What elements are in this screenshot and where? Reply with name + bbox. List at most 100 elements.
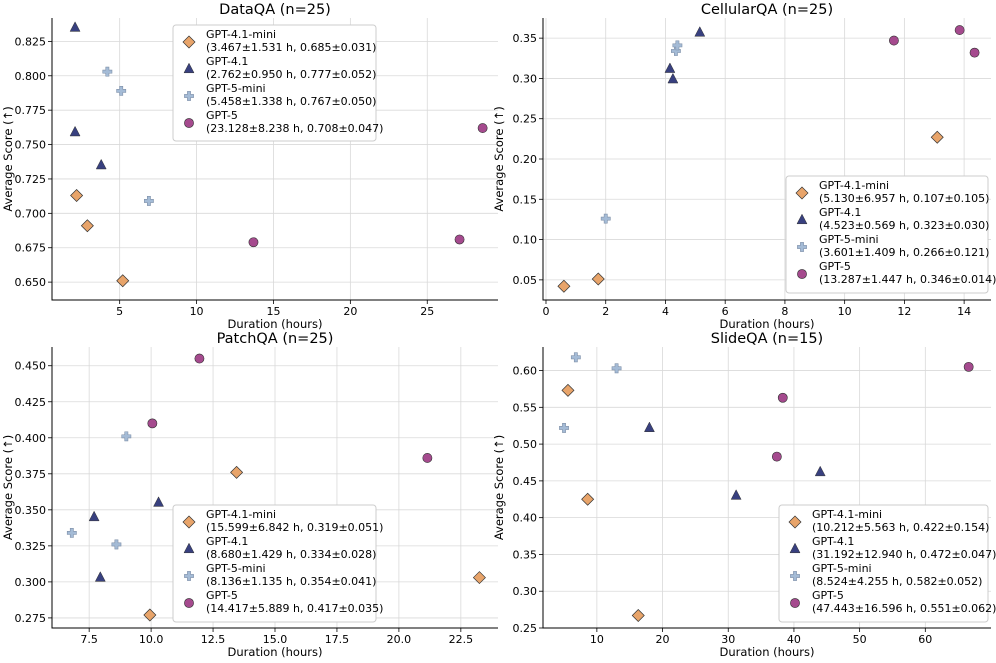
- legend-frame: [172, 504, 377, 623]
- x-tick-label: 10.0: [139, 633, 164, 646]
- data-point-gpt-4-1: [664, 62, 676, 73]
- legend-series-name: GPT-5: [812, 589, 844, 602]
- data-point-gpt-4-1: [730, 489, 742, 500]
- x-tick-label: 60: [918, 633, 932, 646]
- x-tick-label: 10: [838, 305, 852, 318]
- axes-spine: [542, 18, 991, 301]
- legend-marker-gpt-4-1-mini: [788, 515, 802, 529]
- x-tick-label: 2: [602, 305, 609, 318]
- chart-title: PatchQA (n=25): [217, 331, 334, 347]
- subplot-slideqa-n-15: 10 20 30 40 50 60 0.25 0.30 0.35 0.40 0.45 0.50 0.55…: [492, 331, 996, 659]
- data-point-gpt-4-1: [69, 21, 81, 32]
- y-tick-label: 0.45: [513, 475, 538, 488]
- series-gpt-5: [771, 361, 974, 462]
- legend-series-name: GPT-4.1-mini: [812, 508, 882, 521]
- x-tick-label: 15: [266, 305, 280, 318]
- series-gpt-5: [889, 25, 980, 58]
- x-tick-label: 7.5: [80, 633, 98, 646]
- y-tick-label: 0.750: [15, 139, 47, 152]
- legend-series-detail: (5.130±6.957 h, 0.107±0.105): [819, 192, 989, 205]
- x-tick-label: 15.0: [263, 633, 288, 646]
- series-gpt-5-mini: [102, 66, 154, 206]
- legend-series-detail: (3.467±1.531 h, 0.685±0.031): [206, 41, 376, 54]
- legend: GPT-4.1-mini(3.467±1.531 h, 0.685±0.031)…: [172, 24, 383, 142]
- legend-series-detail: (4.523±0.569 h, 0.323±0.030): [819, 219, 989, 232]
- series-gpt-4-1-mini: [143, 465, 486, 622]
- legend-marker-gpt-4-1: [796, 213, 808, 225]
- series-gpt-4-1: [69, 21, 107, 170]
- legend-marker-gpt-4-1-mini: [182, 515, 196, 529]
- legend-frame: [172, 24, 377, 142]
- chart-title: SlideQA (n=15): [711, 331, 823, 347]
- data-point-gpt-5: [248, 237, 259, 248]
- legend-series-detail: (15.599±6.842 h, 0.319±0.051): [206, 521, 383, 534]
- legend-series-detail: (3.601±1.409 h, 0.266±0.121): [819, 246, 989, 259]
- y-tick-label: 0.20: [513, 153, 538, 166]
- legend-marker-gpt-5: [790, 598, 800, 608]
- data-point-gpt-5-mini: [102, 66, 113, 77]
- data-point-gpt-4-1-mini: [930, 130, 944, 144]
- y-tick-label: 0.350: [15, 504, 47, 517]
- legend-series-detail: (47.443±16.596 h, 0.551±0.062): [812, 602, 996, 615]
- series-gpt-4-1: [664, 26, 706, 84]
- x-axis-label: Duration (hours): [228, 645, 323, 659]
- legend-series-detail: (8.680±1.429 h, 0.334±0.028): [206, 548, 376, 561]
- y-tick-label: 0.40: [513, 512, 538, 525]
- y-tick-label: 0.425: [15, 396, 47, 409]
- data-point-gpt-4-1: [88, 510, 100, 522]
- data-point-gpt-4-1-mini: [143, 608, 157, 622]
- y-tick-label: 0.15: [513, 193, 538, 206]
- series-gpt-5-mini: [66, 431, 132, 550]
- x-tick-label: 30: [721, 633, 735, 646]
- data-point-gpt-5-mini: [111, 539, 122, 550]
- data-point-gpt-4-1: [94, 571, 106, 582]
- legend-series-name: GPT-5-mini: [206, 82, 266, 95]
- data-point-gpt-4-1: [694, 26, 706, 37]
- legend-series-name: GPT-5: [819, 260, 851, 273]
- legend-series-detail: (10.212±5.563 h, 0.422±0.154): [812, 521, 989, 534]
- data-point-gpt-4-1: [69, 125, 81, 137]
- y-tick-label: 0.325: [15, 540, 47, 553]
- y-tick-label: 0.05: [513, 274, 538, 287]
- data-point-gpt-4-1: [644, 421, 655, 432]
- legend-series-name: GPT-4.1-mini: [206, 508, 276, 521]
- legend-series-detail: (8.136±1.135 h, 0.354±0.041): [206, 575, 376, 588]
- legend-series-name: GPT-4.1: [812, 535, 854, 548]
- legend-marker-gpt-4-1: [183, 542, 195, 554]
- data-point-gpt-4-1-mini: [116, 274, 130, 288]
- y-tick-label: 0.825: [15, 35, 47, 48]
- x-tick-label: 40: [787, 633, 801, 646]
- legend-series-name: GPT-5-mini: [819, 233, 879, 246]
- y-tick-label: 0.300: [15, 576, 47, 589]
- legend-series-name: GPT-5-mini: [206, 562, 266, 575]
- data-point-gpt-5: [963, 361, 974, 372]
- data-point-gpt-4-1-mini: [631, 609, 645, 622]
- legend-marker-gpt-5: [797, 269, 807, 279]
- data-point-gpt-5-mini: [66, 527, 77, 538]
- legend-marker-gpt-5: [184, 598, 194, 608]
- legend-series-name: GPT-5: [206, 109, 238, 122]
- series-gpt-4-1: [644, 421, 826, 500]
- x-tick-label: 20: [343, 305, 357, 318]
- axes-spine: [51, 18, 498, 301]
- x-tick-label: 10: [590, 633, 604, 646]
- legend-marker-gpt-5-mini: [184, 91, 194, 101]
- x-tick-label: 12: [897, 305, 911, 318]
- data-point-gpt-5: [969, 47, 980, 58]
- x-axis-label: Duration (hours): [228, 317, 323, 331]
- legend-marker-gpt-4-1: [183, 62, 195, 74]
- data-point-gpt-5-mini: [611, 363, 622, 374]
- y-tick-label: 0.725: [15, 173, 47, 186]
- data-point-gpt-4-1: [153, 496, 164, 507]
- data-point-gpt-4-1: [95, 158, 107, 170]
- legend-series-detail: (5.458±1.338 h, 0.767±0.050): [206, 95, 376, 108]
- legend-frame: [778, 504, 989, 623]
- legend-series-detail: (23.128±8.238 h, 0.708±0.047): [206, 122, 383, 135]
- chart-title: DataQA (n=25): [219, 2, 331, 18]
- y-tick-label: 0.60: [513, 365, 538, 378]
- legend-marker-gpt-5-mini: [184, 571, 194, 581]
- data-point-gpt-4-1-mini: [80, 219, 94, 233]
- y-tick-label: 0.450: [15, 360, 47, 373]
- series-gpt-4-1: [88, 496, 164, 582]
